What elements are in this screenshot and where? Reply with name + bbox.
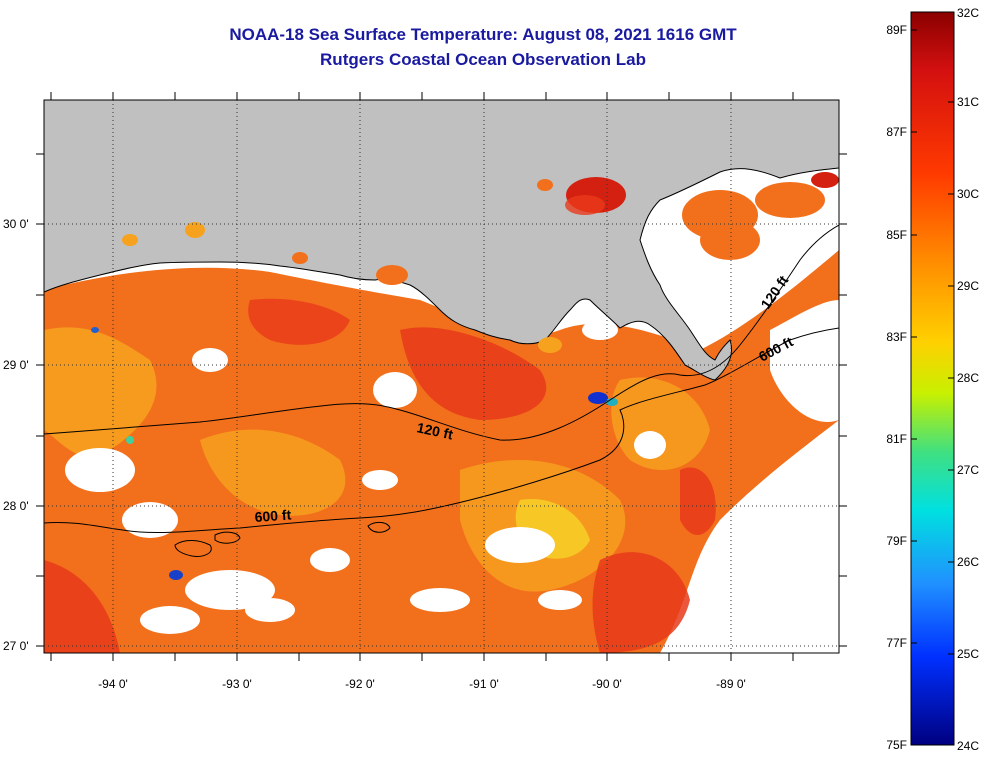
colorbar-label-25c: 25C [957,647,979,661]
isobath-lines [44,224,839,557]
gridlines [44,100,839,653]
land-mass [44,100,839,381]
colorbar-label-27c: 27C [957,463,979,477]
lat-label-29: 29 0' [3,358,29,372]
lon-label-90: -90 0' [592,677,622,691]
colorbar-label-29c: 29C [957,279,979,293]
colorbar-celsius-ticks [948,101,954,655]
sst-warm-patch [44,560,120,653]
colorbar-label-24c: 24C [957,739,979,753]
coastal-warm-water [122,172,839,353]
isobath-600ft [44,327,839,534]
sst-light-patch [200,429,346,516]
lon-label-92: -92 0' [345,677,375,691]
colorbar-label-83f: 83F [886,330,907,344]
title-line-1: NOAA-18 Sea Surface Temperature: August … [229,25,737,44]
lon-label-91: -91 0' [469,677,499,691]
colorbar-label-30c: 30C [957,187,979,201]
colorbar-label-77f: 77F [886,636,907,650]
lat-label-27: 27 0' [3,639,29,653]
colorbar-fahrenheit-ticks [911,29,917,644]
colorbar-label-89f: 89F [886,23,907,37]
colorbar-label-75f: 75F [886,738,907,752]
colorbar-label-32c: 32C [957,6,979,20]
colorbar-label-79f: 79F [886,534,907,548]
sst-ocean-fill [44,250,839,653]
colorbar-label-31c: 31C [957,95,979,109]
cloud-mask [65,300,839,653]
lon-label-94: -94 0' [98,677,128,691]
sst-warm-patch [400,327,547,420]
axis-ticks [36,92,847,661]
colorbar [910,11,955,746]
isobath-120ft [44,224,839,441]
sst-warm-patch [680,467,716,535]
lat-label-30: 30 0' [3,217,29,231]
colorbar-label-85f: 85F [886,228,907,242]
plot-frame [43,99,840,654]
sst-light-patch [44,327,157,457]
sst-warm-patch [592,552,690,653]
colorbar-label-26c: 26C [957,555,979,569]
colorbar-label-81f: 81F [886,432,907,446]
lat-label-28: 28 0' [3,499,29,513]
contour-label-120ft-west: 120 ft [415,419,454,442]
contour-label-600ft-west: 600 ft [254,506,292,525]
title-line-2: Rutgers Coastal Ocean Observation Lab [320,50,646,69]
colorbar-label-87f: 87F [886,125,907,139]
lon-label-93: -93 0' [222,677,252,691]
sst-warm-patch [248,298,350,345]
lon-label-89: -89 0' [716,677,746,691]
cold-spots [91,327,618,580]
colorbar-label-28c: 28C [957,371,979,385]
